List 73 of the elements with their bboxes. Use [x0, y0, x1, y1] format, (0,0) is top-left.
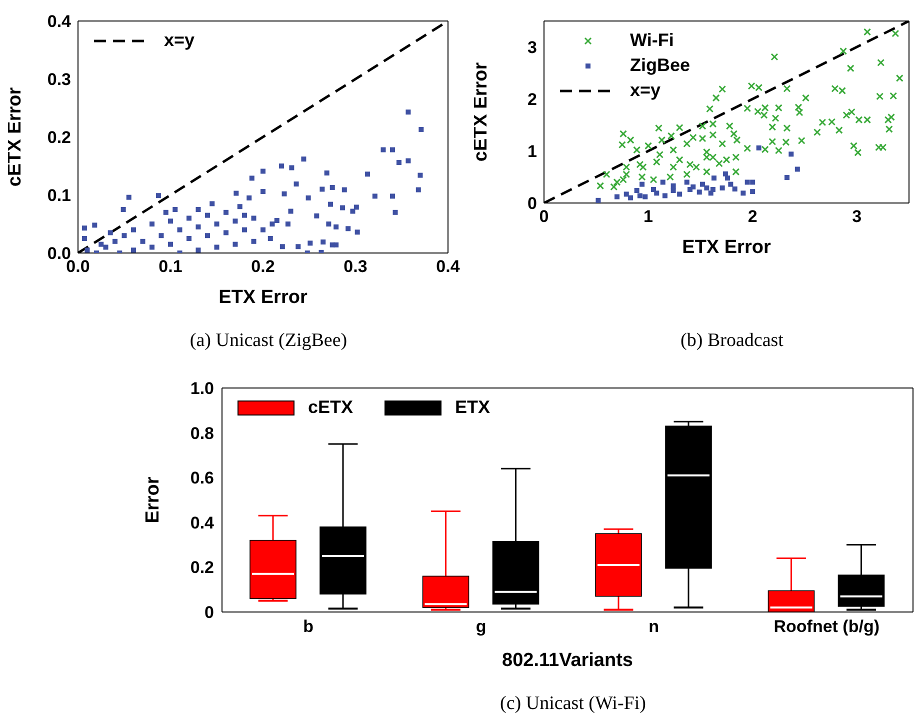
point — [628, 195, 634, 200]
point — [728, 182, 734, 187]
legend-label: x=y — [630, 80, 661, 101]
point — [750, 189, 756, 194]
point — [662, 193, 668, 198]
x-tick-label: 0.2 — [251, 257, 275, 276]
point — [725, 176, 730, 181]
point — [642, 194, 648, 200]
x-tick-label: g — [476, 617, 486, 636]
point — [624, 192, 629, 197]
y-axis-title: Error — [142, 476, 164, 524]
x-tick-label: 0.1 — [158, 257, 182, 276]
point — [788, 152, 794, 157]
y-tick-label: 1.0 — [190, 379, 214, 398]
point — [677, 192, 682, 197]
text: (a) Unicast (ZigBee) — [188, 330, 348, 352]
x-tick-label: 0.3 — [344, 257, 368, 276]
y-tick-label: 0.1 — [47, 186, 71, 206]
x-tick-label: 3 — [852, 207, 862, 226]
y-tick-label: 0.3 — [47, 70, 71, 90]
point — [688, 186, 692, 192]
x-axis-title: ETX Error — [218, 287, 308, 308]
point — [640, 182, 645, 187]
x-tick-label: 1 — [644, 207, 654, 226]
point — [794, 166, 800, 172]
legend-label: Wi-Fi — [630, 30, 674, 51]
y-tick-label: 0 — [528, 194, 537, 214]
text: (b) Broadcast — [680, 330, 784, 352]
point — [784, 175, 790, 180]
point — [711, 176, 716, 181]
y-tick-label: 1 — [528, 142, 537, 162]
point — [756, 145, 762, 150]
y-tick-label: 0.6 — [190, 468, 214, 488]
y-tick-label: 0.4 — [47, 12, 72, 32]
x-tick-label: 2 — [748, 207, 758, 226]
x-tick-label: 0.4 — [436, 257, 460, 276]
point — [744, 180, 750, 185]
x-tick-label: Roofnet (b/g) — [774, 617, 880, 636]
point — [684, 180, 690, 185]
point — [596, 198, 601, 203]
y-tick-label: 0.4 — [190, 513, 215, 532]
x-axis-title: 802.11Variants — [502, 650, 633, 671]
y-axis-title: cETX Error — [4, 86, 26, 187]
y-tick-label: 0.8 — [190, 424, 214, 443]
point — [704, 185, 710, 190]
point — [740, 190, 746, 196]
point — [634, 188, 640, 194]
x-axis-title: ETX Error — [682, 237, 772, 258]
point — [670, 188, 676, 194]
y-tick-label: 2 — [528, 90, 537, 110]
legend-label: x=y — [164, 30, 195, 51]
y-tick-label: 0.2 — [47, 128, 71, 148]
point — [670, 183, 676, 188]
point — [700, 182, 706, 187]
legend-label: ZigBee — [630, 55, 690, 76]
point — [732, 186, 738, 192]
point — [750, 180, 756, 185]
x-tick-label: b — [303, 617, 314, 636]
text: (c) Unicast (Wi-Fi) — [499, 693, 647, 715]
point — [651, 186, 656, 192]
y-tick-label: 3 — [528, 38, 537, 58]
point — [720, 185, 725, 190]
y-tick-label: 0 — [204, 603, 214, 622]
point — [696, 190, 702, 195]
point — [660, 180, 666, 185]
point — [637, 193, 642, 198]
legend-label: cETX — [308, 397, 354, 418]
y-tick-label: 0.2 — [190, 558, 214, 578]
point — [710, 186, 716, 192]
y-axis-title: cETX Error — [470, 62, 492, 162]
x-tick-label: n — [648, 617, 660, 636]
legend-label: ETX — [455, 397, 490, 418]
point — [614, 194, 620, 200]
